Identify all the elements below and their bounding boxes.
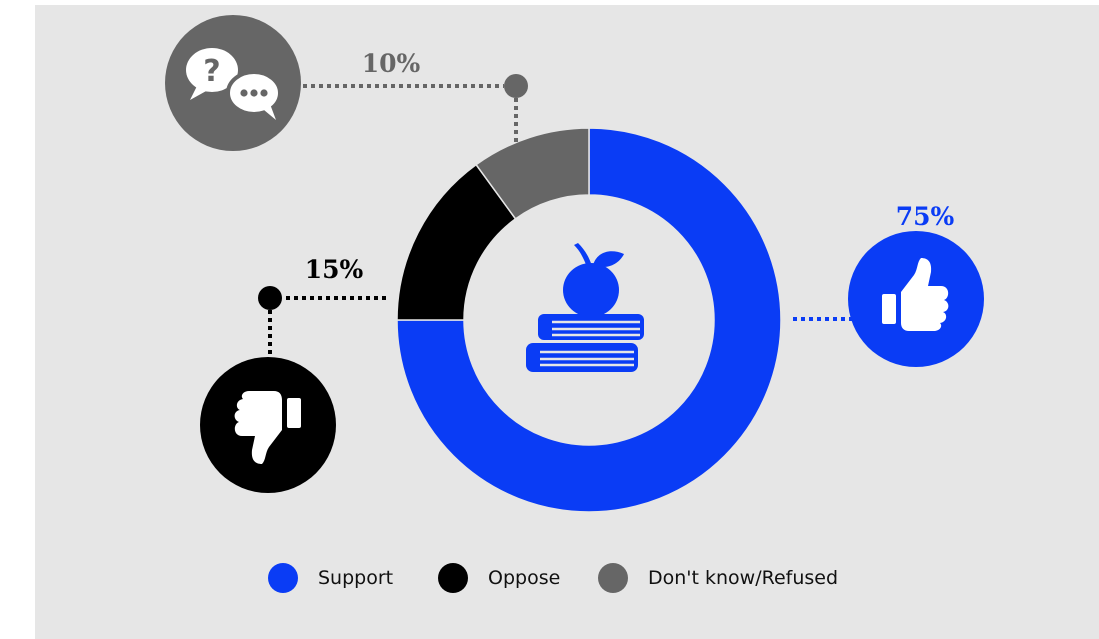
- legend-item-dont-know: Don't know/Refused: [598, 563, 838, 593]
- thumbs-up-icon: [882, 258, 949, 331]
- legend-item-support: Support: [268, 563, 393, 593]
- legend-swatch-support: [268, 563, 298, 593]
- books-apple-icon: [526, 243, 644, 372]
- legend-item-oppose: Oppose: [438, 563, 560, 593]
- legend-swatch-oppose: [438, 563, 468, 593]
- value-label-support: 75%: [896, 202, 955, 231]
- donut-slice-don-t-know-refused: [475, 127, 590, 220]
- callout-oppose: 15%: [200, 255, 386, 493]
- donut-slice-support: [396, 127, 782, 513]
- speech-bubbles-question-icon: ?: [186, 48, 282, 120]
- value-label-dontknow: 10%: [362, 49, 421, 78]
- donut-slices: [396, 127, 782, 513]
- value-label-oppose: 15%: [305, 255, 364, 284]
- legend-label-dontknow: Don't know/Refused: [648, 567, 838, 589]
- legend-swatch-dontknow: [598, 563, 628, 593]
- thumbs-down-icon: [234, 391, 301, 464]
- legend-label-support: Support: [318, 567, 393, 589]
- legend-label-oppose: Oppose: [488, 567, 560, 589]
- leader-dot-dontknow: [504, 74, 528, 98]
- legend: Support Oppose Don't know/Refused: [268, 563, 838, 593]
- callout-dont-know: ? 10%: [165, 15, 528, 151]
- svg-text:?: ?: [203, 54, 220, 89]
- leader-dot-oppose: [258, 286, 282, 310]
- callout-support: 75%: [793, 202, 984, 367]
